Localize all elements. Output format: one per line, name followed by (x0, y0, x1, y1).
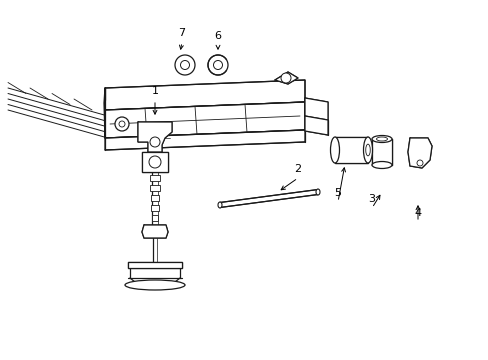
Bar (150, 185, 159, 191)
Ellipse shape (125, 280, 184, 290)
Polygon shape (142, 225, 168, 238)
Polygon shape (104, 88, 105, 138)
Ellipse shape (330, 137, 339, 163)
Ellipse shape (315, 189, 319, 195)
Ellipse shape (371, 162, 391, 168)
Polygon shape (371, 139, 391, 165)
Text: 1: 1 (151, 86, 158, 96)
Circle shape (150, 137, 160, 147)
Text: 4: 4 (414, 208, 421, 218)
Polygon shape (305, 116, 327, 135)
Polygon shape (138, 122, 172, 152)
Polygon shape (334, 137, 367, 163)
Circle shape (149, 156, 161, 168)
Circle shape (175, 55, 195, 75)
Ellipse shape (218, 202, 222, 208)
Bar (151, 205, 159, 211)
Polygon shape (305, 98, 327, 120)
Polygon shape (407, 138, 431, 168)
Circle shape (207, 55, 227, 75)
Text: 6: 6 (214, 31, 221, 41)
Ellipse shape (371, 135, 391, 143)
Text: 2: 2 (294, 164, 301, 174)
Circle shape (416, 160, 422, 166)
Bar (150, 175, 160, 181)
Circle shape (115, 117, 129, 131)
Polygon shape (142, 152, 168, 172)
Polygon shape (105, 80, 305, 110)
Circle shape (281, 73, 290, 83)
Polygon shape (128, 262, 182, 268)
Ellipse shape (363, 137, 372, 163)
Text: 3: 3 (368, 194, 375, 204)
Polygon shape (105, 130, 305, 150)
Bar (151, 215, 158, 221)
Bar (150, 195, 159, 201)
Text: 7: 7 (178, 28, 185, 38)
Polygon shape (105, 102, 305, 138)
Text: 5: 5 (334, 188, 341, 198)
Polygon shape (274, 72, 297, 84)
